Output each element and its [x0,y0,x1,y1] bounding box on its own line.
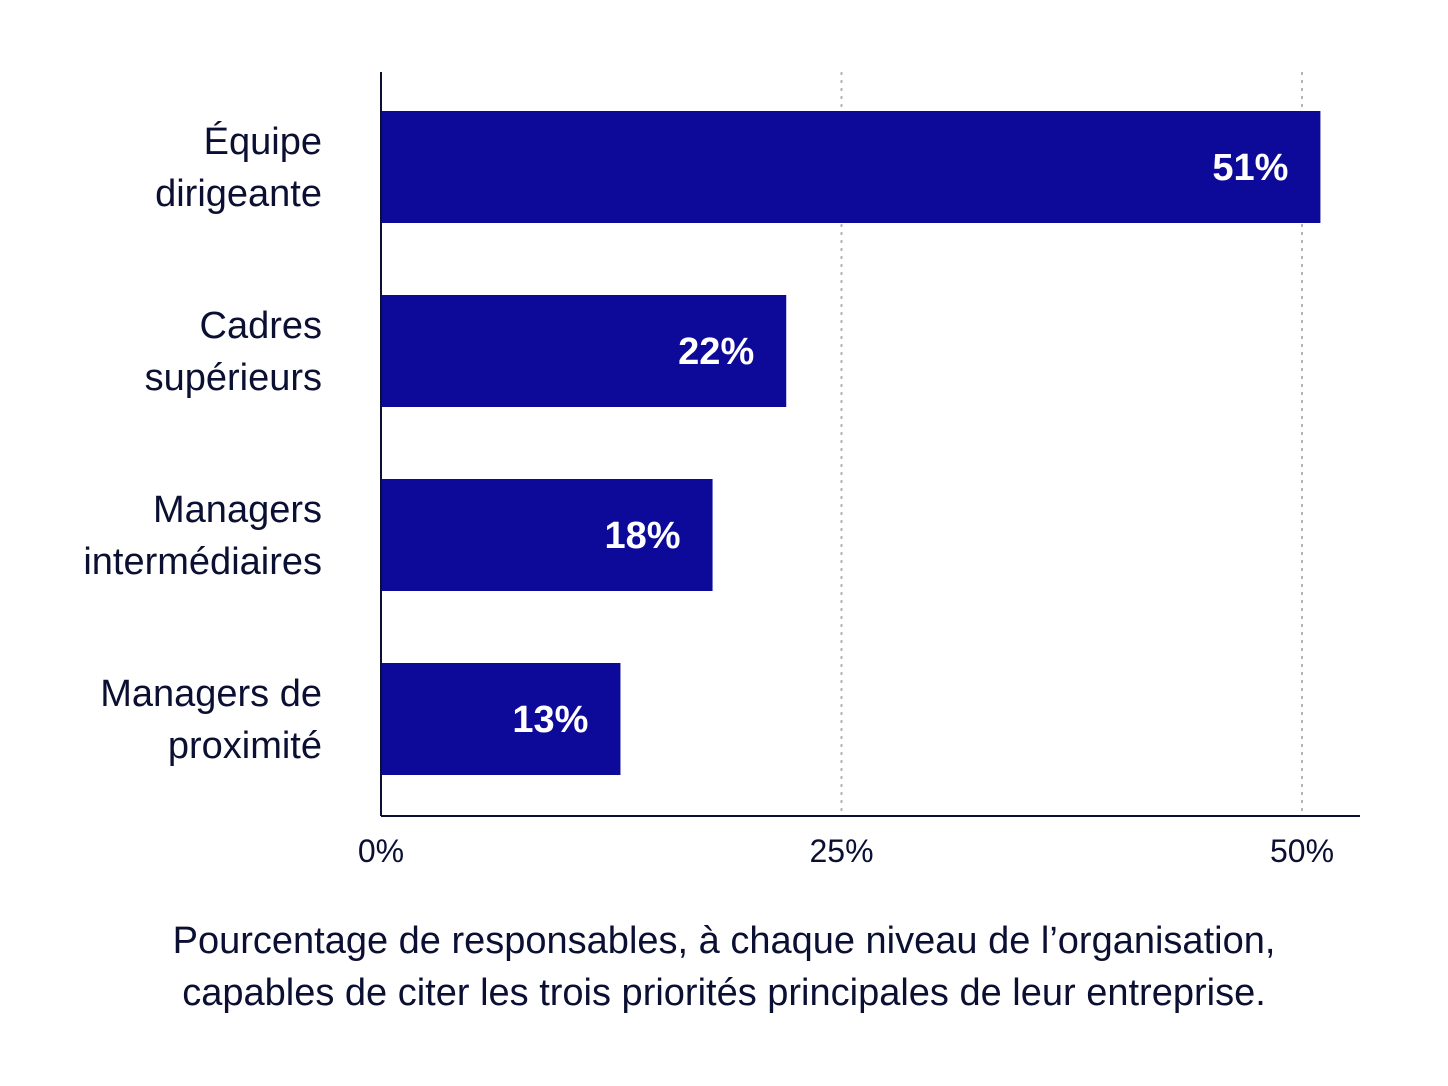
bar-1 [381,295,787,407]
category-label-3-1: proximité [168,725,322,767]
chart-caption: Pourcentage de responsables, à chaque ni… [0,915,1448,1019]
caption-line-1: Pourcentage de responsables, à chaque ni… [172,920,1276,962]
category-label-1-1: supérieurs [145,357,322,399]
bar-value-label-0: 51% [1212,147,1288,189]
x-tick-label-0: 0% [358,833,404,869]
category-label-2-0: Managers [153,489,322,531]
bar-3 [381,663,621,775]
bar-value-label-3: 13% [512,699,588,741]
bar-value-label-2: 18% [604,515,680,557]
category-label-3-0: Managers de [100,673,322,715]
category-label-2-1: intermédiaires [83,541,322,583]
bar-0 [381,111,1321,223]
bar-chart: 51% 22% 18% 13% Équipe dirigeante Cadres supéri… [83,72,1360,869]
x-tick-label-50: 50% [1270,833,1334,869]
category-label-1-0: Cadres [200,305,323,347]
caption-line-2: capables de citer les trois priorités pr… [182,972,1266,1014]
category-label-0-1: dirigeante [155,173,322,215]
x-tick-label-25: 25% [809,833,873,869]
category-label-0-0: Équipe [204,120,322,163]
bar-2 [381,479,713,591]
bar-value-label-1: 22% [678,331,754,373]
